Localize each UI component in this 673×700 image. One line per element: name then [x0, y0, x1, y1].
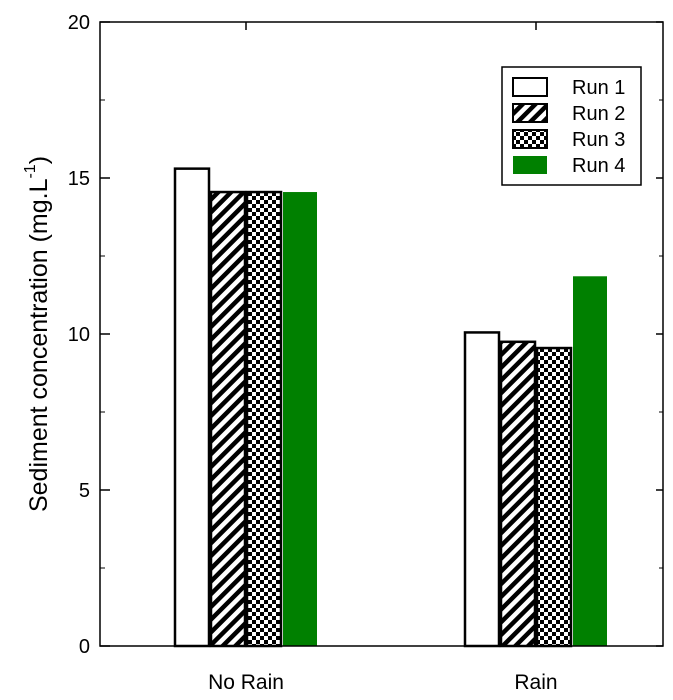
y-tick-label: 10: [68, 324, 90, 346]
y-axis-title-main: Sediment concentration (mg.L: [25, 178, 53, 512]
x-category-label: Rain: [514, 671, 557, 694]
legend-label: Run 4: [572, 155, 625, 177]
bar-run-2-no-rain: [209, 190, 247, 648]
bars-group: [173, 167, 607, 648]
bar-run-4-no-rain: [283, 192, 317, 647]
legend-swatch-run-3: [512, 129, 548, 149]
bar-run-3-no-rain: [245, 190, 283, 648]
y-axis-title-end: ): [25, 156, 53, 164]
bar-run-1-no-rain: [173, 167, 211, 648]
y-axis-title: Sediment concentration (mg.L-1): [22, 156, 53, 512]
x-category-label: No Rain: [208, 671, 284, 694]
legend-label: Run 1: [572, 77, 625, 99]
bar-run-3-rain: [535, 346, 573, 648]
legend: Run 1 Run 2 Run 3 Run 4: [501, 66, 642, 186]
y-tick-label: 5: [79, 480, 90, 502]
bar-run-1-rain: [463, 331, 501, 648]
y-axis-title-superscript: -1: [22, 164, 39, 178]
legend-swatch-run-1: [512, 77, 548, 97]
y-axis: 0 5 10 15 20: [68, 12, 663, 658]
y-tick-label: 20: [68, 12, 90, 34]
legend-label: Run 2: [572, 103, 625, 125]
legend-swatch-run-2: [512, 103, 548, 123]
legend-label: Run 3: [572, 129, 625, 151]
legend-swatch-run-4: [513, 156, 547, 174]
y-tick-label: 0: [79, 636, 90, 658]
x-axis: No Rain Rain: [208, 22, 558, 694]
bar-run-4-rain: [573, 276, 607, 646]
bar-run-2-rain: [499, 340, 537, 648]
y-tick-label: 15: [68, 168, 90, 190]
